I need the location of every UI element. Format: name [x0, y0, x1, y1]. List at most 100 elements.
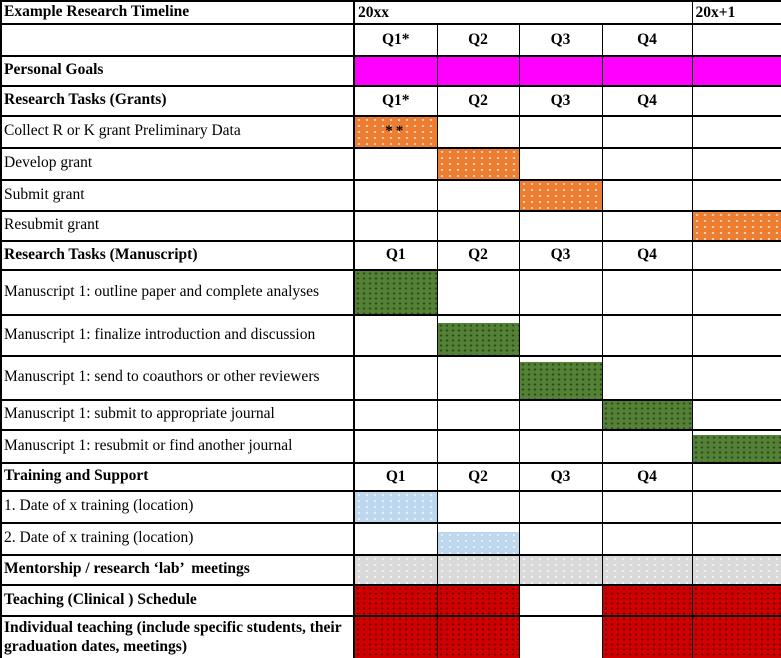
red-fill	[438, 586, 518, 614]
empty-cell	[518, 583, 603, 617]
green-bar-cell	[436, 313, 520, 357]
quarter-header-q3: Q3	[518, 461, 603, 492]
green-bar-cell	[353, 268, 438, 316]
quarter-header-q3: Q3	[518, 22, 603, 57]
gray-fill	[603, 556, 691, 583]
section-label: Example Research Timeline	[0, 0, 355, 25]
task-label: Manuscript 1: submit to appropriate jour…	[0, 398, 355, 431]
empty-cell	[436, 114, 520, 149]
empty-cell	[691, 521, 781, 556]
table-row: Manuscript 1: outline paper and complete…	[0, 268, 781, 316]
empty-cell	[601, 521, 693, 556]
empty-cell	[601, 268, 693, 316]
red-fill	[355, 586, 436, 614]
empty-cell	[601, 146, 693, 181]
table-row: Research Tasks (Manuscript) Q1 Q2 Q3 Q4	[0, 239, 781, 271]
task-label: Manuscript 1: resubmit or find another j…	[0, 428, 355, 464]
red-fill	[603, 617, 691, 658]
table-row: Q1* Q2 Q3 Q4	[0, 22, 781, 57]
table-row: Manuscript 1: finalize introduction and …	[0, 313, 781, 357]
section-label: Training and Support	[0, 461, 355, 492]
empty-cell	[436, 209, 520, 242]
empty-cell	[601, 178, 693, 212]
empty-cell	[518, 398, 603, 431]
gray-fill	[693, 556, 781, 583]
empty-cell	[691, 354, 781, 401]
task-label: Manuscript 1: outline paper and complete…	[0, 268, 355, 316]
empty-cell	[353, 521, 438, 556]
red-bar-cell	[601, 614, 693, 658]
quarter-header-q4: Q4	[601, 84, 693, 117]
magenta-fill	[438, 57, 518, 84]
quarter-header-q1: Q1	[353, 461, 438, 492]
section-label: Personal Goals	[0, 54, 355, 87]
empty-cell	[691, 114, 781, 149]
magenta-bar-cell	[436, 54, 520, 87]
empty-cell	[518, 268, 603, 316]
orange-fill	[520, 181, 601, 209]
table-row: Manuscript 1: send to coauthors or other…	[0, 354, 781, 401]
empty-cell	[353, 313, 438, 357]
red-fill	[693, 586, 781, 614]
table-row: Training and Support Q1 Q2 Q3 Q4	[0, 461, 781, 492]
quarter-header-q2: Q2	[436, 239, 520, 271]
table-row: Manuscript 1: submit to appropriate jour…	[0, 398, 781, 431]
gray-bar-cell	[518, 553, 603, 586]
orange-bar-cell	[518, 178, 603, 212]
quarter-header-q2: Q2	[436, 22, 520, 57]
task-label: 1. Date of x training (location)	[0, 489, 355, 524]
red-bar-cell	[353, 583, 438, 617]
section-label: Teaching (Clinical ) Schedule	[0, 583, 355, 617]
table-row: Manuscript 1: resubmit or find another j…	[0, 428, 781, 464]
empty-cell	[436, 398, 520, 431]
empty-cell	[691, 268, 781, 316]
task-label: 2. Date of x training (location)	[0, 521, 355, 556]
empty-cell	[691, 84, 781, 117]
table-row: Submit grant	[0, 178, 781, 212]
red-fill	[438, 617, 518, 658]
red-fill	[603, 586, 691, 614]
orange-fill	[438, 149, 518, 178]
red-bar-cell	[691, 614, 781, 658]
table-row: Research Tasks (Grants) Q1* Q2 Q3 Q4	[0, 84, 781, 117]
empty-cell	[353, 354, 438, 401]
magenta-bar-cell	[691, 54, 781, 87]
quarter-header-q3: Q3	[518, 239, 603, 271]
task-label: Resubmit grant	[0, 209, 355, 242]
gray-bar-cell	[436, 553, 520, 586]
green-bar-cell	[601, 398, 693, 431]
task-label: Develop grant	[0, 146, 355, 181]
orange-bar-cell: **	[353, 114, 438, 149]
task-label: Manuscript 1: send to coauthors or other…	[0, 354, 355, 401]
empty-cell	[436, 268, 520, 316]
red-bar-cell	[353, 614, 438, 658]
empty-cell	[601, 428, 693, 464]
table-row: 2. Date of x training (location)	[0, 521, 781, 556]
empty-cell	[518, 313, 603, 357]
gray-fill	[438, 556, 518, 583]
empty-cell	[518, 428, 603, 464]
quarter-header-q2: Q2	[436, 84, 520, 117]
empty-cell	[691, 178, 781, 212]
section-label: Mentorship / research ‘lab’ meetings	[0, 553, 355, 586]
empty-cell	[518, 614, 603, 658]
red-fill	[693, 617, 781, 658]
magenta-bar-cell	[518, 54, 603, 87]
red-fill	[355, 617, 436, 658]
magenta-bar-cell	[353, 54, 438, 87]
empty-cell	[518, 146, 603, 181]
task-label: Submit grant	[0, 178, 355, 212]
empty-cell	[691, 146, 781, 181]
empty-cell	[601, 114, 693, 149]
table-row: 1. Date of x training (location)	[0, 489, 781, 524]
empty-cell	[436, 354, 520, 401]
table-row: Personal Goals	[0, 54, 781, 87]
table-row: Teaching (Clinical ) Schedule	[0, 583, 781, 617]
task-label: Manuscript 1: finalize introduction and …	[0, 313, 355, 357]
empty-cell	[353, 428, 438, 464]
task-label: Collect R or K grant Preliminary Data	[0, 114, 355, 149]
empty-cell	[436, 489, 520, 524]
empty-cell	[353, 398, 438, 431]
magenta-fill	[603, 57, 691, 84]
